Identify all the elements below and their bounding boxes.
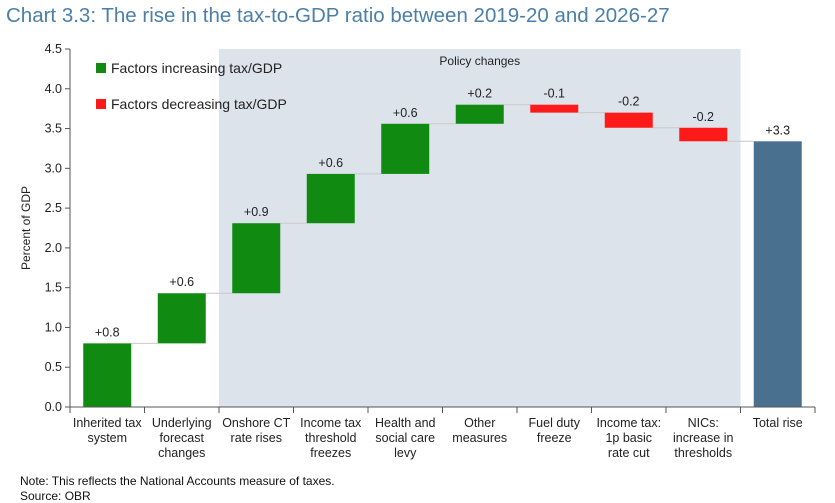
y-tick-label: 4.0	[45, 82, 62, 96]
y-tick-label: 3.5	[45, 122, 62, 136]
y-tick-label: 1.5	[45, 281, 62, 295]
waterfall-bar	[753, 141, 802, 408]
chart-source: Source: OBR	[20, 489, 91, 503]
bar-value-label: +0.9	[244, 205, 269, 219]
legend-swatch	[96, 63, 106, 73]
bar-value-label: -0.2	[618, 95, 640, 109]
legend-label: Factors increasing tax/GDP	[111, 60, 282, 76]
x-tick-label: Income tax:	[596, 416, 661, 430]
y-tick-label: 3.0	[45, 161, 62, 175]
bar-value-label: -0.2	[692, 110, 714, 124]
x-tick-label: Health and	[375, 416, 436, 430]
waterfall-bar	[306, 173, 355, 224]
x-tick-label: Other	[464, 416, 495, 430]
x-tick-label: rate cut	[608, 446, 650, 460]
x-tick-label: Underlying	[152, 416, 212, 430]
y-tick-label: 0.5	[45, 360, 62, 374]
chart-note: Note: This reflects the National Account…	[20, 474, 335, 488]
waterfall-bar	[232, 223, 281, 294]
x-tick-label: freeze	[537, 431, 572, 445]
x-tick-label: threshold	[305, 431, 356, 445]
x-tick-label: levy	[394, 446, 417, 460]
bar-value-label: +0.2	[467, 87, 492, 101]
x-tick-label: rate rises	[231, 431, 282, 445]
bar-value-label: +0.6	[393, 106, 418, 120]
chart-title: Chart 3.3: The rise in the tax-to-GDP ra…	[6, 4, 670, 27]
legend-swatch	[96, 99, 106, 109]
waterfall-bar	[604, 112, 653, 128]
y-tick-label: 1.0	[45, 320, 62, 334]
x-tick-label: measures	[452, 431, 507, 445]
shaded-region-label: Policy changes	[439, 54, 520, 68]
x-tick-label: NICs:	[688, 416, 719, 430]
bar-value-label: -0.1	[543, 87, 565, 101]
y-axis-label: Percent of GDP	[19, 186, 33, 270]
y-tick-label: 2.0	[45, 241, 62, 255]
x-tick-label: Onshore CT	[222, 416, 290, 430]
x-tick-label: Fuel duty	[529, 416, 581, 430]
legend-label: Factors decreasing tax/GDP	[111, 96, 287, 112]
x-tick-label: changes	[158, 446, 205, 460]
bar-value-label: +3.3	[765, 123, 790, 137]
waterfall-bar	[679, 127, 728, 142]
waterfall-bar	[83, 343, 132, 407]
waterfall-bar	[381, 123, 430, 174]
waterfall-bar	[455, 104, 504, 124]
x-tick-label: thresholds	[674, 446, 732, 460]
waterfall-bar	[530, 104, 579, 113]
bar-value-label: +0.6	[318, 156, 343, 170]
y-tick-label: 0.0	[45, 400, 62, 414]
x-tick-label: increase in	[673, 431, 733, 445]
bar-value-label: +0.6	[169, 275, 194, 289]
y-tick-label: 2.5	[45, 201, 62, 215]
x-tick-label: forecast	[160, 431, 205, 445]
x-tick-label: 1p basic	[605, 431, 652, 445]
x-tick-label: Inherited tax	[73, 416, 143, 430]
x-tick-label: freezes	[310, 446, 351, 460]
waterfall-bar	[157, 293, 206, 344]
x-tick-label: system	[87, 431, 127, 445]
x-tick-label: Total rise	[753, 416, 803, 430]
x-tick-label: social care	[375, 431, 435, 445]
policy-changes-shaded-region	[219, 49, 741, 407]
bar-value-label: +0.8	[95, 325, 120, 339]
y-tick-label: 4.5	[45, 42, 62, 56]
x-tick-label: Income tax	[300, 416, 362, 430]
